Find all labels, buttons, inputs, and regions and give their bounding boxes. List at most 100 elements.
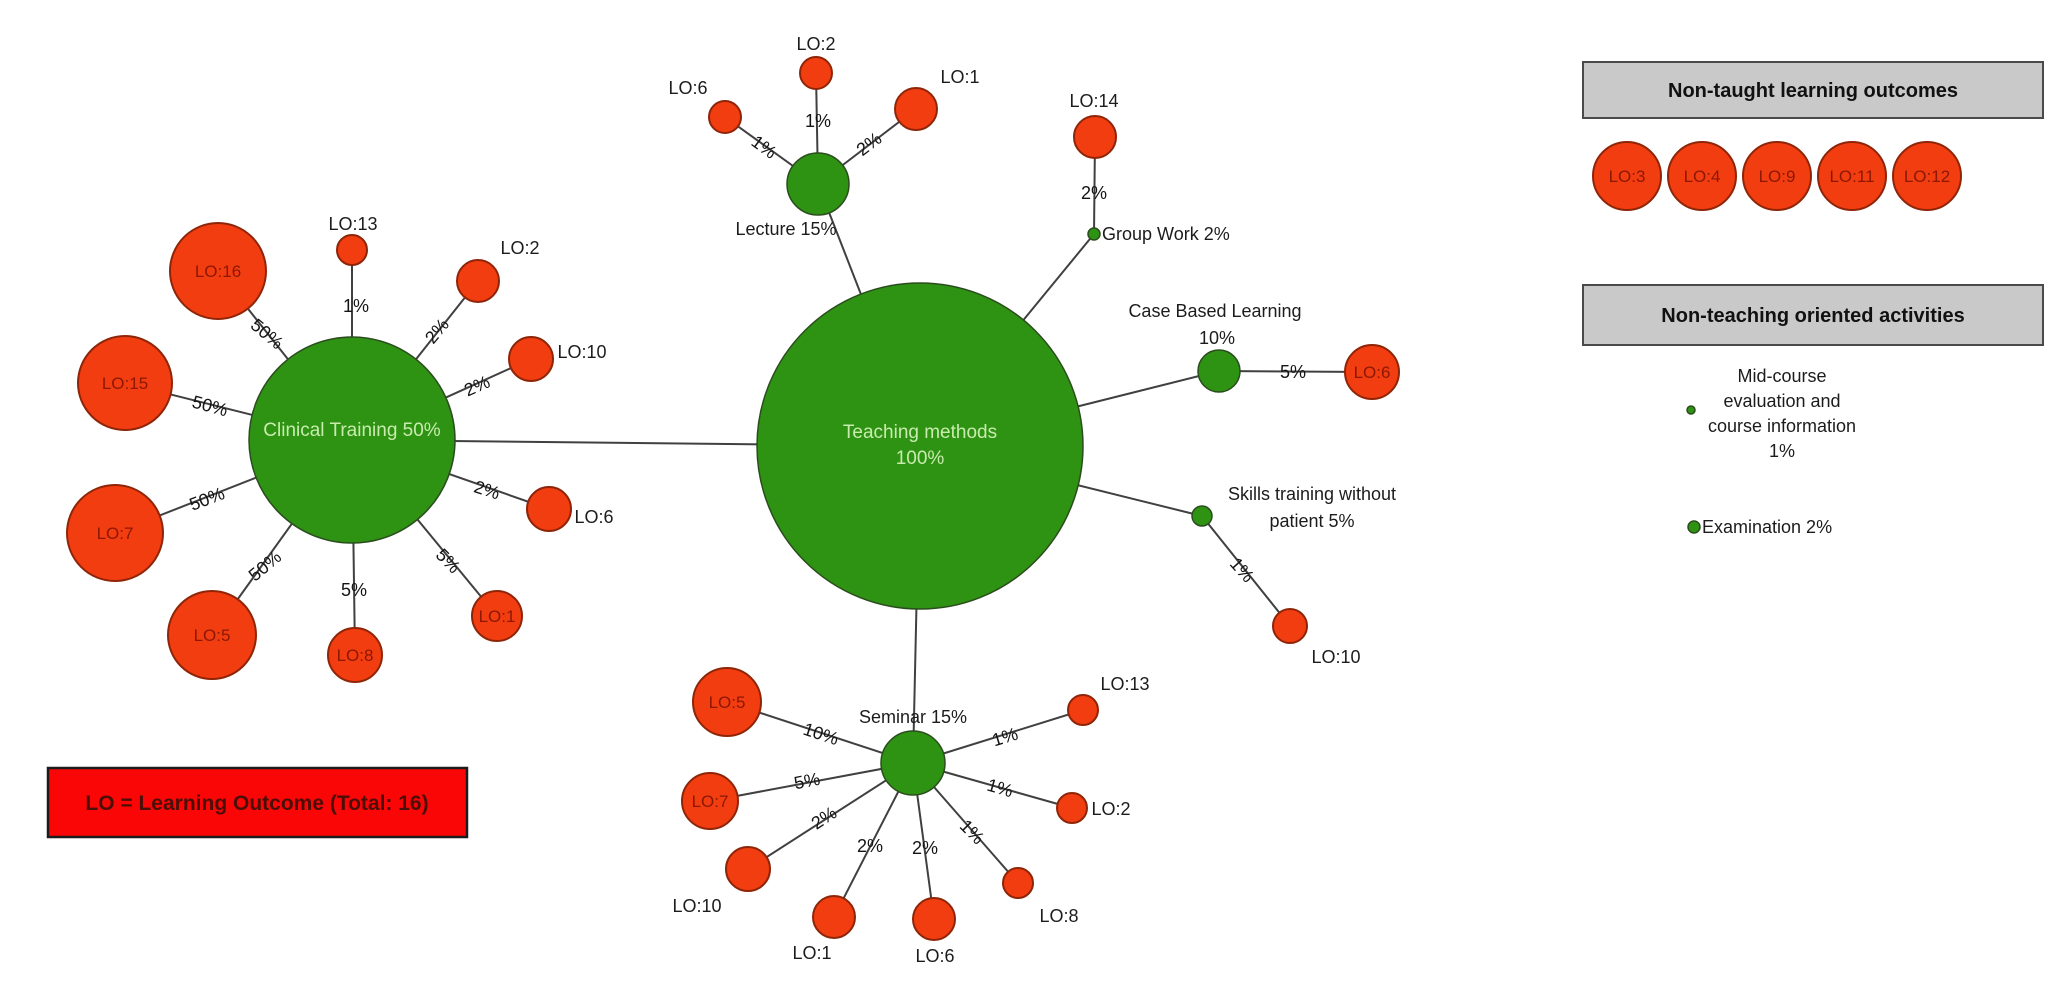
node-lecture-lo2 bbox=[799, 56, 833, 90]
edge-label-clinical-lo7: 50% bbox=[187, 483, 228, 515]
legend-lo3-circle bbox=[1592, 141, 1662, 211]
node-teaching-methods bbox=[756, 282, 1084, 610]
lo-nodes bbox=[66, 56, 1400, 941]
note-text: LO = Learning Outcome (Total: 16) bbox=[85, 792, 428, 815]
node-clinical-lo8 bbox=[327, 627, 383, 683]
node-seminar bbox=[880, 730, 946, 796]
clinical-lo8-label: LO:8 bbox=[337, 646, 374, 665]
node-seminar-lo2 bbox=[1056, 792, 1088, 824]
node-seminar-lo10 bbox=[725, 846, 771, 892]
node-clinical-lo5 bbox=[167, 590, 257, 680]
node-clinical-training bbox=[248, 336, 456, 544]
midcourse-label-line4: 1% bbox=[1769, 441, 1795, 461]
hub-labels: Teaching methods 100% Clinical Training … bbox=[263, 219, 1396, 727]
edge-seminar-lo7 bbox=[709, 762, 914, 802]
edge-label-seminar-lo2: 1% bbox=[985, 775, 1016, 801]
legend-lo12-circle bbox=[1892, 141, 1962, 211]
node-clinical-lo2 bbox=[456, 259, 500, 303]
clinical-lo6-label: LO:6 bbox=[574, 507, 613, 527]
legend-non-taught-title: Non-taught learning outcomes bbox=[1668, 80, 1958, 102]
seminar-lo1-label: LO:1 bbox=[792, 943, 831, 963]
edge-label-lecture-lo2: 1% bbox=[805, 111, 831, 131]
skills-lo10-label: LO:10 bbox=[1311, 647, 1360, 667]
legend-non-teaching: Non-teaching oriented activities Mid-cou… bbox=[1582, 284, 2044, 537]
groupwork-lo14-label: LO:14 bbox=[1069, 91, 1118, 111]
clinical-training-label: Clinical Training 50% bbox=[263, 420, 441, 441]
midcourse-label-line2: evaluation and bbox=[1723, 391, 1840, 411]
seminar-lo8-label: LO:8 bbox=[1039, 906, 1078, 926]
note-box bbox=[46, 766, 469, 839]
legend-lo4-circle bbox=[1667, 141, 1737, 211]
clinical-lo2-label: LO:2 bbox=[500, 238, 539, 258]
legend-non-teaching-box bbox=[1582, 284, 2044, 346]
edge-label-clinical-lo8: 5% bbox=[341, 580, 367, 600]
midcourse-label-line3: course information bbox=[1708, 416, 1856, 436]
edge-label-seminar-lo7: 5% bbox=[792, 769, 821, 794]
node-clinical-lo13 bbox=[336, 234, 368, 266]
examination-dot bbox=[1687, 520, 1701, 534]
seminar-label: Seminar 15% bbox=[859, 707, 967, 727]
note-box-group: LO = Learning Outcome (Total: 16) bbox=[46, 766, 469, 839]
node-skills-training bbox=[1191, 505, 1213, 527]
examination-label: Examination 2% bbox=[1702, 517, 1832, 537]
teaching-methods-label-line1: Teaching methods bbox=[843, 422, 997, 443]
lecture-lo2-label: LO:2 bbox=[796, 34, 835, 54]
node-casebased-lo6 bbox=[1344, 344, 1400, 400]
case-based-label-line1: Case Based Learning bbox=[1128, 301, 1301, 321]
edge-label-casebased-lo6: 5% bbox=[1280, 362, 1306, 382]
legend-lo11-circle bbox=[1817, 141, 1887, 211]
legend-lo4-label: LO:4 bbox=[1684, 167, 1721, 186]
midcourse-label-line1: Mid-course bbox=[1737, 366, 1826, 386]
clinical-lo7-label: LO:7 bbox=[97, 524, 134, 543]
seminar-lo5-label: LO:5 bbox=[709, 693, 746, 712]
legend-lo9-circle bbox=[1742, 141, 1812, 211]
clinical-lo16-label: LO:16 bbox=[195, 262, 241, 281]
clinical-lo1-label: LO:1 bbox=[479, 607, 516, 626]
casebased-lo6-label: LO:6 bbox=[1354, 363, 1391, 382]
node-clinical-lo10 bbox=[508, 336, 554, 382]
legend-non-taught: Non-taught learning outcomes LO:3 LO:4 L… bbox=[1582, 61, 2044, 211]
edge-label-clinical-lo10: 2% bbox=[461, 372, 493, 401]
lecture-label: Lecture 15% bbox=[735, 219, 836, 239]
skills-label-line2: patient 5% bbox=[1269, 511, 1354, 531]
edge-label-seminar-lo13: 1% bbox=[990, 724, 1021, 751]
node-seminar-lo1 bbox=[812, 895, 856, 939]
node-seminar-lo8 bbox=[1002, 867, 1034, 899]
case-based-label-line2: 10% bbox=[1199, 328, 1235, 348]
skills-label-line1: Skills training without bbox=[1228, 484, 1396, 504]
group-work-label: Group Work 2% bbox=[1102, 224, 1230, 244]
edge-label-clinical-lo13: 1% bbox=[343, 296, 369, 316]
node-group-work bbox=[1087, 227, 1101, 241]
node-clinical-lo16 bbox=[169, 222, 267, 320]
edge-label-clinical-lo16: 50% bbox=[247, 315, 287, 353]
legend-non-teaching-title: Non-teaching oriented activities bbox=[1661, 305, 1964, 327]
node-clinical-lo15 bbox=[77, 335, 173, 431]
seminar-lo6-label: LO:6 bbox=[915, 946, 954, 966]
legend-lo3-label: LO:3 bbox=[1609, 167, 1646, 186]
clinical-lo13-label: LO:13 bbox=[328, 214, 377, 234]
edge-label-clinical-lo15: 50% bbox=[190, 392, 230, 421]
lecture-lo1-label: LO:1 bbox=[940, 67, 979, 87]
teaching-methods-label-line2: 100% bbox=[896, 448, 945, 469]
clinical-lo10-label: LO:10 bbox=[557, 342, 606, 362]
edge-label-seminar-lo5: 10% bbox=[801, 719, 841, 749]
node-skills-lo10 bbox=[1272, 608, 1308, 644]
seminar-lo7-label: LO:7 bbox=[692, 792, 729, 811]
node-seminar-lo13 bbox=[1067, 694, 1099, 726]
legend-non-taught-box bbox=[1582, 61, 2044, 119]
edge-label-seminar-lo1: 2% bbox=[857, 836, 883, 856]
node-groupwork-lo14 bbox=[1073, 115, 1117, 159]
edge-label-lecture-lo1: 2% bbox=[853, 128, 886, 160]
midcourse-dot bbox=[1686, 405, 1696, 415]
legend-lo11-label: LO:11 bbox=[1829, 167, 1874, 186]
node-lecture-lo6 bbox=[708, 100, 742, 134]
node-clinical-lo1 bbox=[471, 590, 523, 642]
node-seminar-lo7 bbox=[681, 772, 739, 830]
clinical-lo15-label: LO:15 bbox=[102, 374, 148, 393]
node-seminar-lo6 bbox=[912, 897, 956, 941]
node-lecture bbox=[786, 152, 850, 216]
edge-label-seminar-lo10: 2% bbox=[808, 803, 841, 834]
clinical-lo5-label: LO:5 bbox=[194, 626, 231, 645]
